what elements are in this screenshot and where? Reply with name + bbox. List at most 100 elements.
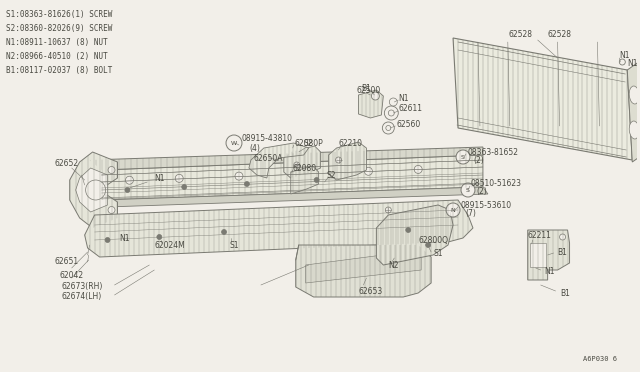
Polygon shape (291, 166, 319, 194)
Circle shape (175, 174, 183, 182)
Circle shape (244, 182, 250, 186)
Circle shape (294, 162, 300, 168)
Circle shape (456, 150, 470, 164)
Circle shape (108, 167, 115, 173)
Text: (7): (7) (465, 208, 476, 218)
Circle shape (125, 176, 133, 184)
Text: S1: S1 (433, 248, 443, 257)
Text: S: S (461, 154, 465, 160)
Circle shape (221, 230, 227, 234)
Polygon shape (102, 187, 488, 207)
Circle shape (235, 172, 243, 180)
Text: W: W (231, 141, 237, 145)
Text: A6P030 6: A6P030 6 (583, 356, 618, 362)
Polygon shape (627, 63, 640, 162)
Text: 62652: 62652 (55, 158, 79, 167)
Circle shape (426, 243, 431, 247)
Text: S2: S2 (326, 170, 336, 180)
Circle shape (461, 183, 475, 197)
Circle shape (157, 234, 162, 240)
Text: B1: B1 (557, 247, 568, 257)
Circle shape (385, 207, 391, 213)
Polygon shape (376, 205, 453, 265)
Circle shape (382, 122, 394, 134)
Text: 62042: 62042 (60, 270, 84, 279)
Text: (2): (2) (476, 186, 486, 196)
Text: (2): (2) (473, 155, 484, 164)
Text: N1: N1 (120, 234, 130, 243)
Circle shape (125, 187, 130, 192)
Text: S1: S1 (229, 241, 239, 250)
Polygon shape (306, 250, 421, 283)
Text: N1: N1 (545, 267, 555, 276)
Circle shape (364, 167, 372, 175)
Circle shape (86, 180, 106, 200)
Text: 62211: 62211 (528, 231, 552, 240)
Ellipse shape (629, 86, 639, 104)
Text: 62673(RH): 62673(RH) (61, 282, 103, 291)
Text: 62651: 62651 (55, 257, 79, 266)
Circle shape (389, 98, 397, 106)
Text: 08510-51623: 08510-51623 (471, 179, 522, 187)
Text: S2:08360-82026(9) SCREW: S2:08360-82026(9) SCREW (6, 24, 113, 33)
Polygon shape (296, 245, 431, 297)
Circle shape (559, 234, 566, 240)
Text: (4): (4) (249, 144, 260, 153)
Text: 62560: 62560 (396, 119, 420, 128)
Circle shape (335, 157, 342, 163)
Circle shape (305, 170, 313, 177)
Ellipse shape (629, 121, 639, 139)
Text: S1:08363-81626(1) SCREW: S1:08363-81626(1) SCREW (6, 10, 113, 19)
Text: N: N (451, 208, 456, 212)
Text: 62611: 62611 (398, 103, 422, 112)
Circle shape (385, 106, 398, 120)
Circle shape (226, 135, 242, 151)
Text: B1: B1 (561, 289, 570, 298)
Circle shape (182, 185, 187, 189)
Circle shape (371, 92, 380, 100)
Text: N1: N1 (620, 51, 630, 60)
Polygon shape (249, 143, 308, 178)
Text: 62080P: 62080P (295, 138, 323, 148)
Text: 62024M: 62024M (154, 241, 185, 250)
Text: 62500: 62500 (356, 86, 381, 94)
Circle shape (386, 125, 391, 131)
Polygon shape (84, 200, 473, 257)
Polygon shape (358, 90, 383, 118)
Polygon shape (102, 155, 483, 200)
Text: N2: N2 (388, 260, 399, 269)
Text: B1: B1 (362, 83, 371, 93)
Text: B1:08117-02037 (8) BOLT: B1:08117-02037 (8) BOLT (6, 66, 113, 75)
Polygon shape (76, 168, 108, 212)
Text: S2: S2 (304, 138, 313, 148)
Text: S: S (466, 187, 470, 192)
Circle shape (406, 228, 411, 232)
Circle shape (446, 203, 460, 217)
Text: N2:08966-40510 (2) NUT: N2:08966-40510 (2) NUT (6, 52, 108, 61)
Text: N1:08911-10637 (8) NUT: N1:08911-10637 (8) NUT (6, 38, 108, 47)
Polygon shape (530, 243, 546, 267)
Text: 62653: 62653 (358, 288, 383, 296)
Circle shape (314, 177, 319, 183)
Circle shape (620, 59, 625, 65)
Circle shape (388, 110, 394, 116)
Text: 62210: 62210 (339, 138, 362, 148)
Polygon shape (453, 38, 632, 160)
Text: 62528: 62528 (509, 29, 533, 38)
Polygon shape (528, 230, 570, 280)
Polygon shape (70, 152, 118, 228)
Text: 62528: 62528 (548, 30, 572, 39)
Text: 62674(LH): 62674(LH) (61, 292, 102, 301)
Circle shape (105, 237, 110, 243)
Text: 08363-81652: 08363-81652 (468, 148, 519, 157)
Text: 62080: 62080 (292, 164, 317, 173)
Polygon shape (90, 147, 483, 170)
Circle shape (414, 166, 422, 173)
Text: 62650A: 62650A (254, 154, 284, 163)
Text: N1: N1 (154, 173, 165, 183)
Text: 08915-53610: 08915-53610 (460, 201, 511, 209)
Polygon shape (284, 146, 321, 178)
Polygon shape (328, 142, 367, 180)
Circle shape (108, 206, 115, 214)
Text: 08915-43810: 08915-43810 (242, 134, 293, 142)
